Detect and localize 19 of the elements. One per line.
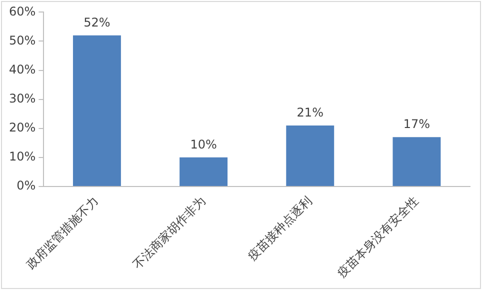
- x-tick-label: 政府监管措施不力: [24, 194, 102, 272]
- y-tick-label: 50%: [9, 33, 36, 48]
- y-tick-label: 40%: [9, 62, 36, 76]
- bar: [180, 157, 228, 186]
- data-label: 17%: [403, 117, 430, 132]
- x-tick-label: 不法商家胡作非为: [130, 194, 208, 272]
- y-tick-label: 20%: [9, 120, 36, 134]
- y-tick-label: 0%: [16, 178, 36, 193]
- x-tick-label: 疫苗接种点逐利: [245, 194, 314, 264]
- bar: [392, 137, 441, 186]
- y-tick-label: 60%: [9, 4, 36, 18]
- x-tick-label: 疫苗本身没有安全性: [334, 194, 422, 280]
- y-tick-label: 30%: [9, 91, 36, 106]
- y-tick-label: 10%: [9, 150, 36, 164]
- bar: [72, 35, 121, 186]
- bar: [286, 125, 334, 186]
- data-label: 10%: [190, 138, 217, 152]
- data-label: 52%: [84, 16, 110, 30]
- data-label: 21%: [296, 106, 324, 120]
